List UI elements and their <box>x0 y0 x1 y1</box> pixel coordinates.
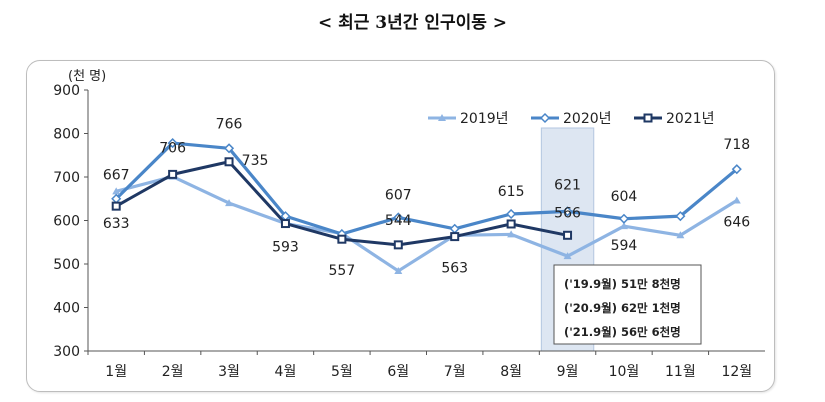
data-label: 604 <box>611 189 638 205</box>
data-point <box>643 113 653 123</box>
data-point <box>438 114 446 121</box>
data-point <box>167 138 178 149</box>
x-tick-label: 12월 <box>721 364 752 380</box>
data-point <box>539 112 551 124</box>
data-label: 766 <box>216 116 243 132</box>
data-point <box>223 143 235 154</box>
data-point <box>394 266 403 274</box>
chart-frame <box>26 60 775 392</box>
x-tick-label: 3월 <box>218 364 240 380</box>
data-point <box>675 211 686 222</box>
data-label: 718 <box>723 137 750 153</box>
y-tick-label: 600 <box>53 214 80 230</box>
data-label: 563 <box>441 261 468 277</box>
y-tick-label: 400 <box>53 301 80 317</box>
data-point <box>168 169 178 179</box>
data-label: 646 <box>723 214 750 230</box>
y-tick-label: 800 <box>53 127 80 143</box>
x-tick-label: 1월 <box>105 364 127 380</box>
data-label: 593 <box>272 240 299 256</box>
annotation-text: ('20.9월) 62만 1천명 <box>564 301 681 315</box>
data-point <box>112 187 121 195</box>
data-point <box>619 222 628 230</box>
x-tick-label: 2월 <box>162 364 184 380</box>
data-point <box>507 230 516 238</box>
data-label: 633 <box>103 216 130 232</box>
data-point <box>449 223 460 234</box>
legend-label: 2019년 <box>460 111 509 127</box>
data-label: 621 <box>554 177 581 193</box>
data-point <box>111 201 121 211</box>
chart-title: < 최근 3년간 인구이동 > <box>317 13 508 33</box>
annotation-text: ('19.9월) 51만 8천명 <box>564 277 681 291</box>
series-line-2020년 <box>115 141 738 236</box>
data-point <box>731 164 742 175</box>
x-tick-label: 7월 <box>444 364 466 380</box>
series-line-2019년 <box>115 174 738 273</box>
data-point <box>618 213 630 224</box>
legend-label: 2020년 <box>563 111 612 127</box>
x-tick-label: 9월 <box>557 364 579 380</box>
data-point <box>337 234 347 244</box>
data-label: 557 <box>329 263 356 279</box>
data-label: 615 <box>498 184 525 200</box>
data-point <box>280 219 290 229</box>
y-tick-label: 500 <box>53 257 80 273</box>
data-point <box>224 157 234 167</box>
x-tick-label: 6월 <box>387 364 409 380</box>
data-point <box>563 252 572 260</box>
data-label: 566 <box>554 205 581 221</box>
y-tick-label: 900 <box>53 83 80 99</box>
data-point <box>393 212 404 223</box>
x-tick-label: 11월 <box>665 364 696 380</box>
data-point <box>732 196 741 204</box>
data-point <box>506 219 516 229</box>
data-label: 544 <box>385 213 412 229</box>
y-tick-label: 300 <box>53 344 80 360</box>
legend-label: 2021년 <box>666 111 715 127</box>
y-tick-label: 700 <box>53 170 80 186</box>
x-tick-label: 4월 <box>275 364 297 380</box>
x-tick-label: 5월 <box>331 364 353 380</box>
annotation-text: ('21.9월) 56만 6천명 <box>564 325 681 339</box>
data-label: 607 <box>385 187 412 203</box>
data-label: 735 <box>242 153 269 169</box>
x-tick-label: 10월 <box>609 364 640 380</box>
y-unit-label: (천 명) <box>68 69 106 84</box>
data-point <box>562 206 573 217</box>
data-point <box>393 240 403 250</box>
data-label: 706 <box>159 140 186 156</box>
data-point <box>225 199 234 207</box>
x-tick-label: 8월 <box>500 364 522 380</box>
data-point <box>450 232 460 242</box>
data-point <box>676 231 685 239</box>
data-point <box>506 208 517 220</box>
data-point <box>563 230 573 240</box>
data-label: 667 <box>103 167 130 183</box>
data-label: 594 <box>611 238 638 254</box>
annotation-box <box>553 264 702 345</box>
